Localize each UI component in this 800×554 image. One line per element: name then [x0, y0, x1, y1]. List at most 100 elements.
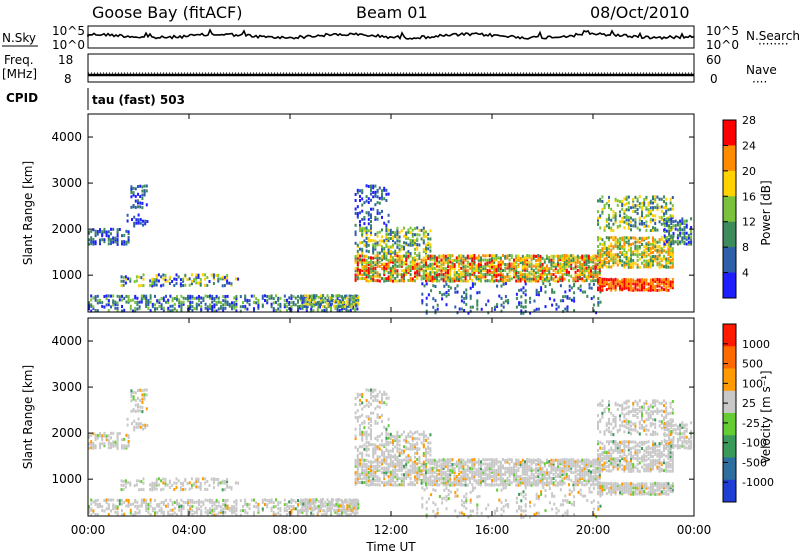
- power-cell: [438, 268, 441, 272]
- velocity-cell: [304, 504, 307, 508]
- power-cell: [663, 265, 665, 269]
- power-cell: [215, 300, 218, 304]
- power-cell: [383, 249, 386, 253]
- power-cell: [480, 256, 482, 260]
- power-cell: [599, 253, 602, 257]
- power-cell: [627, 206, 630, 209]
- power-cell: [480, 273, 482, 277]
- power-cell: [142, 273, 145, 277]
- power-cell: [583, 256, 586, 260]
- velocity-cell: [310, 511, 313, 515]
- velocity-cell: [171, 503, 174, 507]
- velocity-cell: [226, 507, 229, 510]
- power-cell: [92, 228, 95, 232]
- velocity-cell: [112, 440, 115, 444]
- power-cell: [394, 249, 397, 253]
- nsearch-label: N.Search: [746, 29, 800, 43]
- power-cell: [416, 275, 419, 279]
- power-cell: [374, 216, 377, 219]
- velocity-cell: [482, 479, 485, 483]
- velocity-cell: [464, 475, 467, 478]
- power-cell: [409, 231, 412, 235]
- power-cell: [306, 294, 309, 298]
- velocity-cell: [499, 470, 502, 474]
- power-cell: [612, 222, 615, 226]
- velocity-cell: [387, 468, 390, 472]
- velocity-cell: [107, 503, 110, 507]
- power-cell: [151, 279, 154, 283]
- power-cell: [356, 205, 359, 209]
- power-cell: [614, 220, 617, 224]
- power-cell: [357, 302, 360, 306]
- velocity-cell: [338, 498, 341, 502]
- power-cell: [476, 291, 479, 295]
- velocity-cell: [455, 477, 458, 481]
- velocity-cell: [253, 513, 255, 516]
- power-cell: [614, 284, 617, 288]
- power-cell: [466, 265, 469, 268]
- power-cell: [420, 237, 423, 241]
- power-cell: [120, 275, 123, 279]
- power-cell: [381, 195, 383, 198]
- power-cell: [647, 203, 650, 207]
- power-cell: [594, 266, 597, 270]
- velocity-cell: [453, 477, 456, 481]
- velocity-cell: [517, 467, 520, 471]
- power-cell: [173, 277, 176, 281]
- velocity-cell: [374, 458, 377, 462]
- velocity-cell: [420, 471, 423, 475]
- power-cell: [627, 238, 630, 242]
- velocity-cell: [361, 481, 364, 485]
- velocity-cell: [519, 477, 522, 481]
- power-cell: [346, 300, 349, 304]
- velocity-cell: [131, 422, 133, 425]
- velocity-cell: [116, 507, 119, 510]
- power-cell: [107, 238, 110, 242]
- power-cell: [669, 286, 672, 290]
- velocity-cell: [220, 510, 222, 514]
- power-cell: [656, 248, 659, 252]
- power-cell: [645, 288, 648, 292]
- power-cell: [277, 307, 280, 311]
- power-cell: [603, 259, 606, 263]
- power-cell: [579, 271, 581, 275]
- power-cell: [127, 277, 130, 281]
- velocity-cell: [396, 483, 399, 487]
- power-cell: [546, 264, 548, 268]
- power-cell: [335, 298, 338, 302]
- power-cell: [612, 245, 615, 249]
- velocity-cell: [306, 506, 309, 510]
- velocity-cell: [398, 464, 401, 468]
- power-cell: [601, 200, 604, 203]
- velocity-cell: [541, 477, 544, 481]
- velocity-cell: [335, 508, 338, 512]
- velocity-cell: [460, 462, 463, 466]
- power-cell: [179, 278, 182, 282]
- power-cell: [436, 260, 438, 264]
- power-cell: [649, 206, 652, 210]
- power-cell: [92, 240, 95, 244]
- power-cell: [215, 274, 218, 277]
- power-cell: [378, 196, 381, 200]
- velocity-cell: [372, 468, 375, 472]
- power-cell: [396, 271, 399, 275]
- velocity-cell: [475, 470, 478, 474]
- velocity-cell: [120, 488, 123, 492]
- power-cell: [583, 258, 586, 262]
- velocity-cell: [440, 469, 443, 472]
- power-cell: [647, 201, 650, 205]
- velocity-cell: [193, 481, 196, 485]
- velocity-cell: [211, 512, 214, 516]
- power-cell: [359, 247, 361, 251]
- power-cell: [160, 275, 163, 279]
- power-cell: [548, 279, 551, 283]
- power-cell: [438, 265, 441, 268]
- velocity-cell: [458, 472, 460, 476]
- power-cell: [524, 264, 526, 268]
- velocity-cell: [546, 458, 548, 462]
- velocity-cell: [376, 477, 379, 481]
- power-cell: [585, 254, 588, 258]
- power-cell: [621, 245, 624, 248]
- velocity-cell: [508, 483, 511, 486]
